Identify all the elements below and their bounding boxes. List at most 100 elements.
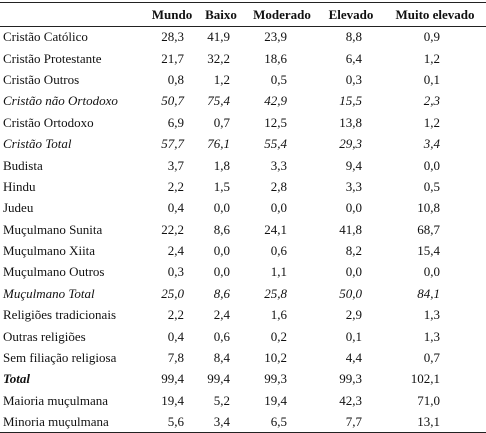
cell-value: 2,8 [270, 178, 287, 194]
column-header: Elevado [328, 6, 374, 22]
cell-value: 1,1 [270, 264, 287, 280]
cell-value: 10,2 [264, 350, 287, 366]
table-row: Maioria muçulmana 19,4 5,2 19,4 42,3 71,0 [0, 390, 486, 411]
table-row: Muçulmano Outros 0,3 0,0 1,1 0,0 0,0 [0, 262, 486, 283]
table-row: Muçulmano Xiita 2,4 0,0 0,6 8,2 15,4 [0, 240, 486, 261]
cell-value: 28,3 [161, 29, 184, 45]
cell-value: 2,2 [167, 307, 184, 323]
cell-value: 0,6 [270, 243, 287, 259]
cell-value: 3,3 [345, 178, 362, 194]
cell-value: 7,8 [167, 350, 184, 366]
cell-value: 8,6 [213, 285, 230, 301]
cell-value: 8,8 [345, 29, 362, 45]
table-row: Cristão Protestante 21,7 32,2 18,6 6,4 1,2 [0, 48, 486, 69]
cell-value: 8,6 [213, 221, 230, 237]
cell-value: 0,1 [423, 71, 440, 87]
cell-value: 99,3 [339, 371, 362, 387]
cell-value: 0,0 [345, 264, 362, 280]
cell-value: 99,3 [264, 371, 287, 387]
cell-value: 0,5 [423, 178, 440, 194]
cell-value: 0,3 [167, 264, 184, 280]
cell-value: 8,4 [213, 350, 230, 366]
table-row: Cristão não Ortodoxo 50,7 75,4 42,9 15,5 2,3 [0, 91, 486, 112]
cell-value: 2,9 [345, 307, 362, 323]
cell-value: 2,2 [167, 178, 184, 194]
cell-value: 0,5 [270, 71, 287, 87]
cell-value: 41,8 [339, 221, 362, 237]
cell-value: 0,0 [345, 200, 362, 216]
row-label: Muçulmano Outros [3, 264, 105, 280]
row-label: Religiões tradicionais [3, 307, 117, 323]
table-row: Muçulmano Sunita 22,2 8,6 24,1 41,8 68,7 [0, 219, 486, 240]
cell-value: 3,7 [167, 157, 184, 173]
cell-value: 0,0 [423, 264, 440, 280]
row-label: Hindu [3, 178, 36, 194]
cell-value: 13,8 [339, 114, 362, 130]
cell-value: 2,3 [423, 93, 440, 109]
cell-value: 1,5 [213, 178, 230, 194]
cell-value: 15,5 [339, 93, 362, 109]
table-row: Cristão Outros 0,8 1,2 0,5 0,3 0,1 [0, 69, 486, 90]
row-label: Muçulmano Xiita [3, 243, 96, 259]
cell-value: 0,7 [423, 350, 440, 366]
table-body: Cristão Católico 28,3 41,9 23,9 8,8 0,9 Cristã… [0, 27, 486, 433]
row-label: Judeu [3, 200, 34, 216]
cell-value: 57,7 [161, 136, 184, 152]
cell-value: 1,6 [270, 307, 287, 323]
cell-value: 99,4 [207, 371, 230, 387]
cell-value: 3,4 [423, 136, 440, 152]
cell-value: 0,4 [167, 200, 184, 216]
cell-value: 1,3 [423, 328, 440, 344]
cell-value: 84,1 [417, 285, 440, 301]
cell-value: 68,7 [417, 221, 440, 237]
cell-value: 18,6 [264, 50, 287, 66]
cell-value: 4,4 [345, 350, 362, 366]
row-label: Cristão Ortodoxo [3, 114, 94, 130]
cell-value: 0,2 [270, 328, 287, 344]
table-row: Religiões tradicionais 2,2 2,4 1,6 2,9 1,3 [0, 305, 486, 326]
cell-value: 10,8 [417, 200, 440, 216]
cell-value: 3,4 [213, 413, 230, 429]
cell-value: 9,4 [345, 157, 362, 173]
cell-value: 22,2 [161, 221, 184, 237]
row-label: Minoria muçulmana [3, 413, 109, 429]
cell-value: 12,5 [264, 114, 287, 130]
row-label: Outras religiões [3, 328, 86, 344]
cell-value: 0,4 [167, 328, 184, 344]
cell-value: 6,9 [167, 114, 184, 130]
cell-value: 0,8 [167, 71, 184, 87]
cell-value: 13,1 [417, 413, 440, 429]
corner-cell [0, 3, 148, 27]
table-row: Muçulmano Total 25,0 8,6 25,8 50,0 84,1 [0, 283, 486, 304]
column-header: Moderado [253, 6, 311, 22]
column-header: Mundo [151, 6, 193, 22]
cell-value: 42,9 [264, 93, 287, 109]
table-row: Total 99,4 99,4 99,3 99,3 102,1 [0, 369, 486, 390]
cell-value: 6,4 [345, 50, 362, 66]
cell-value: 0,7 [213, 114, 230, 130]
row-label: Cristão não Ortodoxo [3, 93, 118, 109]
cell-value: 1,2 [423, 50, 440, 66]
cell-value: 1,3 [423, 307, 440, 323]
cell-value: 25,8 [264, 285, 287, 301]
table-row: Sem filiação religiosa 7,8 8,4 10,2 4,4 0,7 [0, 347, 486, 368]
cell-value: 24,1 [264, 221, 287, 237]
cell-value: 42,3 [339, 392, 362, 408]
cell-value: 1,2 [213, 71, 230, 87]
cell-value: 0,0 [213, 200, 230, 216]
row-label: Maioria muçulmana [3, 392, 109, 408]
cell-value: 5,2 [213, 392, 230, 408]
cell-value: 0,1 [345, 328, 362, 344]
table-header: Mundo Baixo Moderado Elevado Muito elevado [0, 2, 486, 27]
table-row: Hindu 2,2 1,5 2,8 3,3 0,5 [0, 176, 486, 197]
cell-value: 55,4 [264, 136, 287, 152]
table-row: Budista 3,7 1,8 3,3 9,4 0,0 [0, 155, 486, 176]
cell-value: 99,4 [161, 371, 184, 387]
cell-value: 0,0 [213, 264, 230, 280]
cell-value: 23,9 [264, 29, 287, 45]
cell-value: 76,1 [207, 136, 230, 152]
table-row: Cristão Total 57,7 76,1 55,4 29,3 3,4 [0, 133, 486, 154]
column-header: Baixo [205, 6, 237, 22]
